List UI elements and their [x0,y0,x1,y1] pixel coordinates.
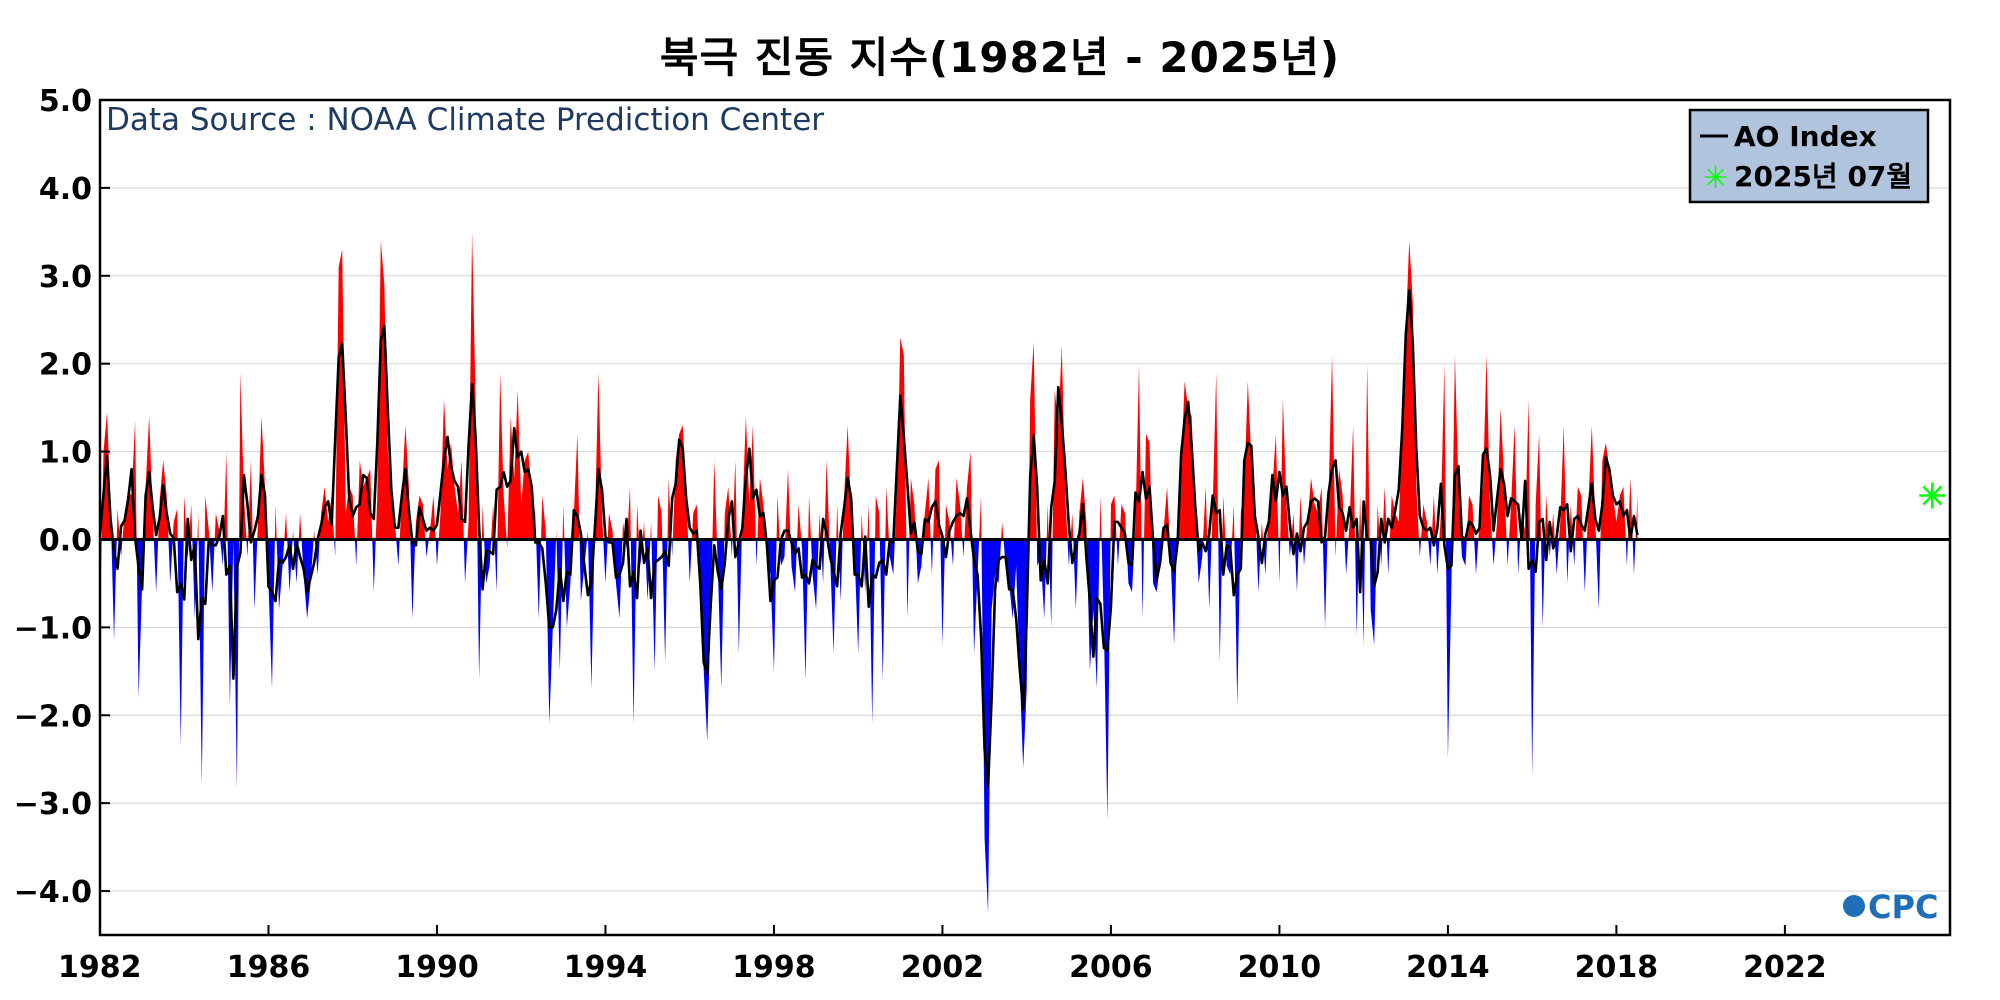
x-tick-label: 1990 [395,950,479,985]
area-fills [100,231,1638,914]
cpc-logo-globe [1843,895,1865,917]
y-tick-label: −3.0 [14,787,92,822]
legend-marker-swatch: ✳ [1703,161,1728,196]
latest-value-marker [1919,482,1946,509]
legend-box [1688,108,1930,204]
y-tick-label: 4.0 [39,172,92,207]
x-tick-label: 2010 [1238,950,1322,985]
cpc-logo-text: CPC [1868,888,1938,926]
legend: AO Index ✳ 2025년 07월 [1688,108,1930,204]
plot-border [98,98,1952,937]
y-tick-label: −2.0 [14,699,92,734]
y-tick-label: −1.0 [14,611,92,646]
negative-area [100,539,1638,914]
y-tick-label: 5.0 [39,84,92,119]
x-tick-label: 1998 [732,950,816,985]
ao-index-line [98,289,1639,789]
x-tick-label: 2014 [1406,950,1490,985]
latest-marker-stroke [1922,485,1943,506]
axis-ticks: 5.0 4.0 3.0 2.0 1.0 0.0 −1.0 −2.0 −3.0 −4.0 1982 19… [14,84,1827,985]
x-tick-label: 2022 [1743,950,1827,985]
x-tick-label: 1994 [564,950,648,985]
x-tick-label: 2002 [901,950,985,985]
data-source-annotation: Data Source : NOAA Climate Prediction Ce… [106,102,824,138]
plot-frame [98,98,1952,937]
y-tick-label: 0.0 [39,523,92,558]
cpc-logo: CPC [1843,888,1938,926]
positive-area [101,231,1638,540]
y-tick-label: 1.0 [39,436,92,471]
x-tick-label: 2018 [1575,950,1659,985]
x-tick-label: 2006 [1069,950,1153,985]
y-tick-label: 3.0 [39,260,92,295]
x-tick-label: 1986 [227,950,311,985]
series-lines [98,289,1950,789]
y-tick-label: 2.0 [39,348,92,383]
chart-title: 북극 진동 지수(1982년 - 2025년) [659,33,1341,82]
legend-label-latest-month: 2025년 07월 [1734,160,1912,193]
x-tick-label: 1982 [58,950,142,985]
legend-label-ao-index: AO Index [1734,120,1877,153]
y-tick-label: −4.0 [14,875,92,910]
